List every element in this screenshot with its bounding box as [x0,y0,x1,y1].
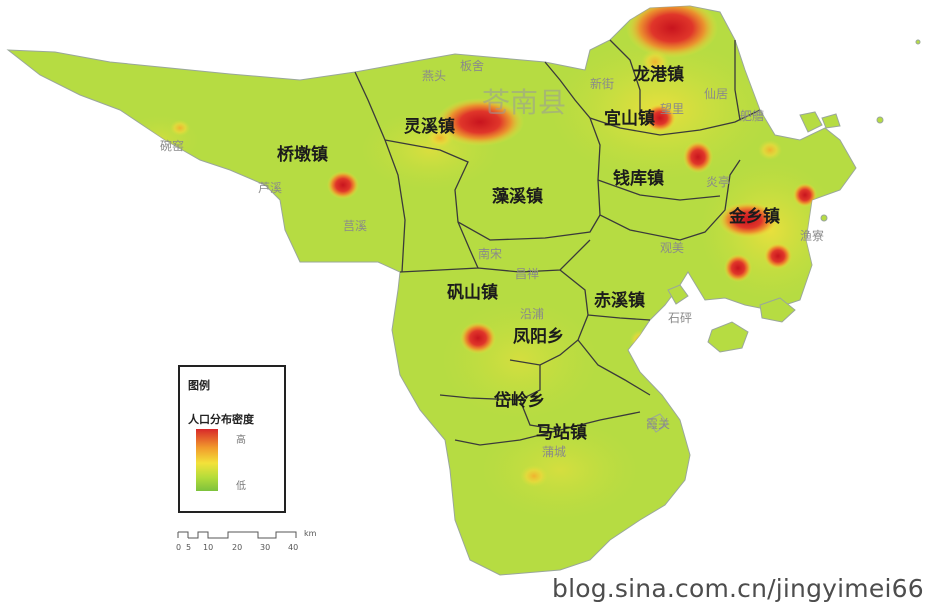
legend-title: 图例 [188,379,210,392]
village-label: 霞关 [646,417,670,431]
scale-tick: 10 [203,543,213,552]
scale-tick: 40 [288,543,298,552]
blog-watermark: blog.sina.com.cn/jingyimei66 [552,574,924,603]
scale-tick: 0 [176,543,181,552]
hotspot-fanshan [460,322,496,354]
town-label-yishan: 宜山镇 [604,108,655,129]
legend-color-ramp [196,429,218,491]
hotspot-lingxi [436,98,524,146]
legend: 图例 人口分布密度 高 低 [178,365,286,513]
islands [647,39,921,433]
legend-high-label: 高 [236,435,246,446]
hotspot-yishan [644,104,676,132]
village-label: 炎亭 [706,174,730,189]
town-label-longgang: 龙港镇 [632,64,684,85]
scale-tick: 30 [260,543,270,552]
town-label-dailing: 岱岭乡 [493,390,545,411]
town-label-zaoxi: 藻溪镇 [492,186,543,207]
town-labels: 龙港镇 灵溪镇 宜山镇 桥墩镇 钱库镇 金乡镇 藻溪镇 矾山镇 赤溪镇 凤阳乡 … [277,64,780,443]
town-label-lingxi: 灵溪镇 [404,116,455,137]
village-label: 蒲城 [542,445,566,459]
village-label: 望里 [660,102,684,116]
village-label: 渔寮 [800,228,824,243]
village-labels: 燕头 板舍 新街 仙居 舥艚 望里 渔寮 炎亭 南宋 昌禅 沿浦 霞关 蒲城 芦… [160,58,824,459]
hotspot-qiandun [327,171,359,199]
village-label: 芦溪 [258,181,282,195]
village-label: 舥艚 [740,108,764,123]
scale-unit: km [304,529,317,538]
town-label-jinxiang: 金乡镇 [728,206,780,227]
scale-bar: 0 5 10 20 30 40 km [176,529,317,552]
hotspot-mazhan [520,465,548,487]
village-label: 石砰 [668,311,692,325]
scale-tick: 5 [186,543,191,552]
town-label-fengyang: 凤阳乡 [513,327,564,347]
town-label-chixi: 赤溪镇 [594,290,645,311]
hotspot-qianku [683,141,713,173]
village-label: 板舍 [460,58,484,73]
village-label: 仙居 [704,87,728,101]
hotspot-longgang [626,6,718,58]
village-label: 昌禅 [515,267,539,281]
village-label: 南宋 [478,246,502,261]
village-label: 新街 [590,76,614,91]
legend-low-label: 低 [236,481,246,492]
hotspot-jinxiang-south [724,254,752,282]
county-name-watermark: 苍南县 [482,86,566,119]
legend-subtitle: 人口分布密度 [188,413,254,426]
hotspot-jinxiang-east [793,183,817,207]
town-boundaries [354,39,761,446]
town-label-qianku: 钱库镇 [613,168,664,189]
hotspot-dayu [764,243,792,269]
village-label: 燕头 [422,69,446,83]
town-label-mazhan: 马站镇 [536,422,587,443]
hotspot-jinxiang [718,202,778,238]
village-label: 沿浦 [520,307,544,321]
town-label-fanshan: 矾山镇 [447,282,498,303]
village-label: 碗窑 [160,138,184,153]
village-label: 莒溪 [343,219,367,233]
scale-tick: 20 [232,543,242,552]
town-label-qiaodun: 桥墩镇 [277,144,328,165]
village-label: 观美 [660,241,684,255]
